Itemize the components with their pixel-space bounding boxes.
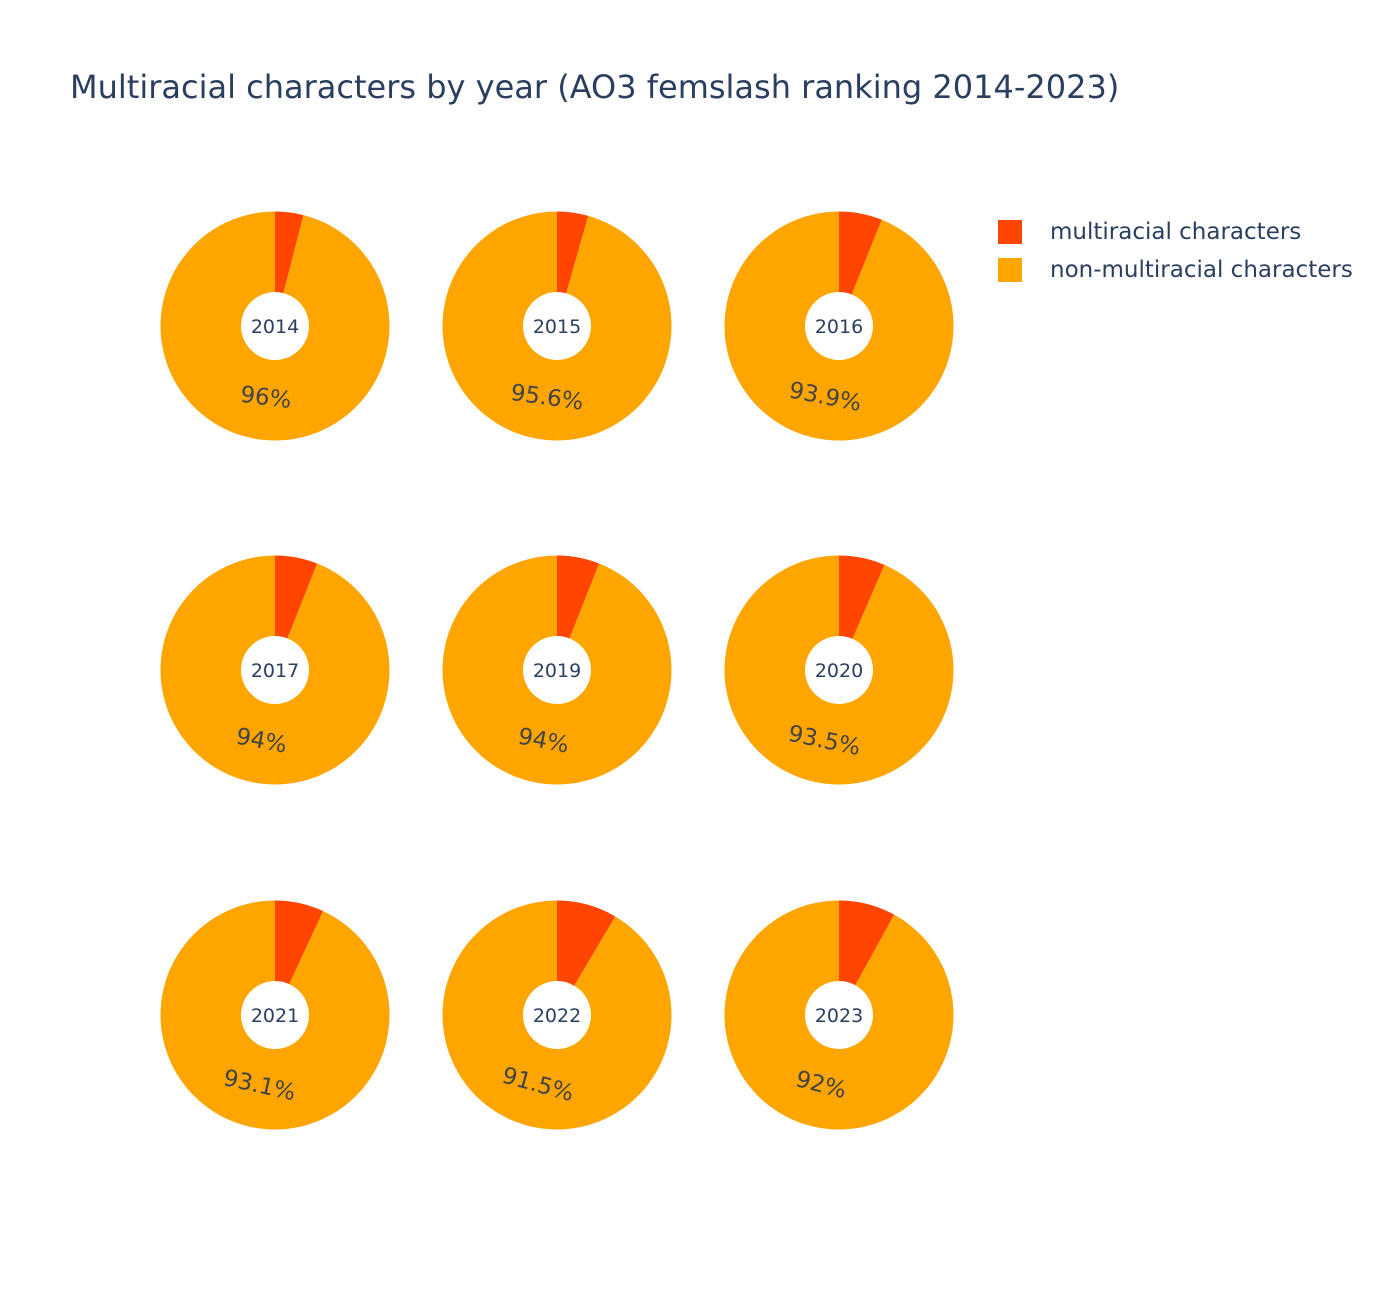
pie-slice-multiracial-2017[interactable] [275,555,318,639]
pie-slice-non-multiracial-2021[interactable] [160,900,390,1130]
pie-slice-multiracial-2014[interactable] [275,211,304,294]
pie-percent-label-2014: 96% [239,382,293,414]
legend-label-non-multiracial: non-multiracial characters [1050,257,1353,283]
pie-center-label-2021: 2021 [251,1005,299,1027]
pie-center-label-2023: 2023 [815,1005,863,1027]
pie-slice-multiracial-2019[interactable] [557,555,600,639]
pie-slice-non-multiracial-2019[interactable] [442,555,672,785]
pie-2014: 2014 96% [160,211,390,441]
pie-slice-multiracial-2021[interactable] [275,900,324,985]
pie-slice-non-multiracial-2017[interactable] [160,555,390,785]
pie-center-label-2022: 2022 [533,1005,581,1027]
pie-center-label-2014: 2014 [251,316,299,338]
legend-label-multiracial: multiracial characters [1050,219,1302,245]
pie-slice-non-multiracial-2016[interactable] [724,211,954,441]
pie-slice-multiracial-2020[interactable] [839,555,885,639]
pie-center-label-2016: 2016 [815,316,863,338]
pie-slice-non-multiracial-2023[interactable] [724,900,954,1130]
legend-swatch-multiracial [998,220,1022,244]
legend-item-non-multiracial[interactable]: non-multiracial characters [998,251,1353,289]
legend: multiracial characters non-multiracial c… [998,213,1353,289]
pie-slice-non-multiracial-2015[interactable] [442,211,672,441]
pie-center-label-2019: 2019 [533,660,581,682]
pie-slice-multiracial-2015[interactable] [557,211,589,294]
pie-center-label-2017: 2017 [251,660,299,682]
pie-center-label-2020: 2020 [815,660,863,682]
chart-title: Multiracial characters by year (AO3 fems… [70,68,1120,106]
pie-center-label-2015: 2015 [533,316,581,338]
pie-slice-non-multiracial-2014[interactable] [160,211,390,441]
pie-slice-multiracial-2022[interactable] [557,900,616,986]
pie-slice-multiracial-2016[interactable] [839,211,882,295]
legend-item-multiracial[interactable]: multiracial characters [998,213,1353,251]
pie-slice-non-multiracial-2022[interactable] [442,900,672,1130]
pie-slice-multiracial-2023[interactable] [839,900,895,986]
pie-slice-non-multiracial-2020[interactable] [724,555,954,785]
legend-swatch-non-multiracial [998,258,1022,282]
